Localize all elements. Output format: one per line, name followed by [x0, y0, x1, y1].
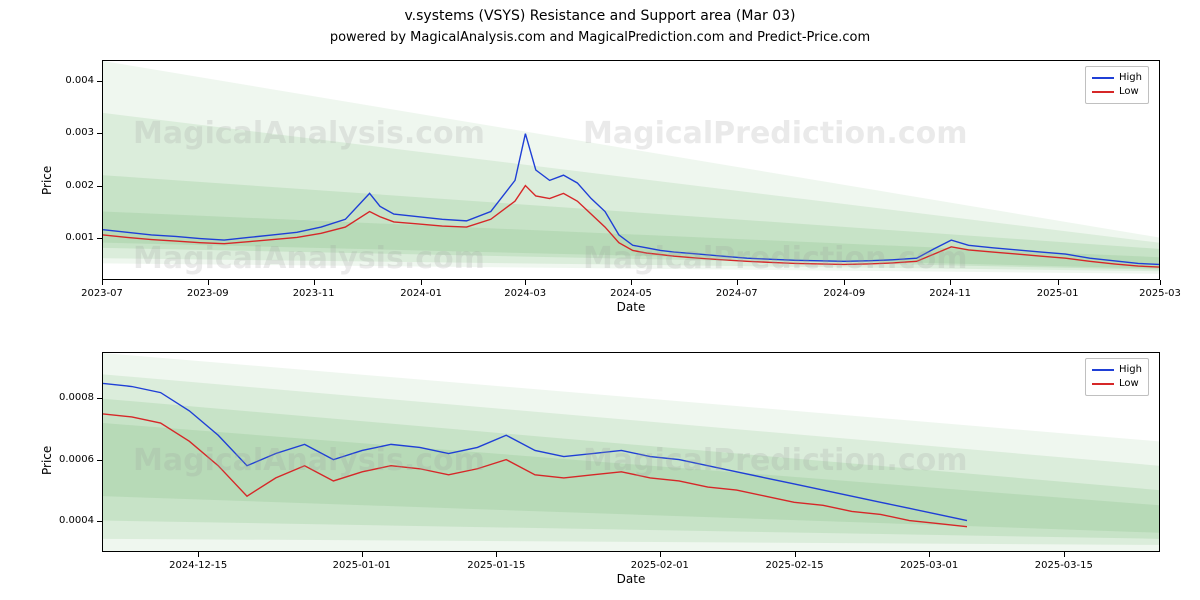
legend-label: High — [1119, 363, 1142, 377]
tick-mark — [198, 552, 199, 557]
x-tick-label: 2023-07 — [67, 288, 137, 299]
tick-mark — [97, 81, 102, 82]
y-tick-label: 0.002 — [65, 180, 94, 191]
tick-mark — [1064, 552, 1065, 557]
x-tick-label: 2025-01-01 — [327, 560, 397, 571]
legend-swatch-high — [1092, 77, 1114, 79]
y-tick-label: 0.003 — [65, 127, 94, 138]
x-tick-label: 2025-03-15 — [1029, 560, 1099, 571]
tick-mark — [97, 460, 102, 461]
y-axis-label-2: Price — [40, 446, 54, 475]
x-tick-label: 2025-03-01 — [894, 560, 964, 571]
chart-title: v.systems (VSYS) Resistance and Support … — [0, 8, 1200, 24]
tick-mark — [631, 280, 632, 285]
chart-subtitle: powered by MagicalAnalysis.com and Magic… — [0, 30, 1200, 45]
x-tick-label: 2023-11 — [279, 288, 349, 299]
y-tick-label: 0.001 — [65, 232, 94, 243]
legend-item: High — [1092, 363, 1142, 377]
y-tick-label: 0.0008 — [59, 392, 94, 403]
tick-mark — [660, 552, 661, 557]
legend: High Low — [1085, 358, 1149, 396]
tick-mark — [737, 280, 738, 285]
x-axis-label-1: Date — [102, 300, 1160, 314]
y-tick-label: 0.0006 — [59, 454, 94, 465]
tick-mark — [795, 552, 796, 557]
x-tick-label: 2024-09 — [809, 288, 879, 299]
tick-mark — [97, 238, 102, 239]
legend-item: Low — [1092, 377, 1142, 391]
tick-mark — [1058, 280, 1059, 285]
x-tick-label: 2025-01 — [1023, 288, 1093, 299]
tick-mark — [362, 552, 363, 557]
legend-swatch-low — [1092, 383, 1114, 385]
legend-label: High — [1119, 71, 1142, 85]
x-tick-label: 2025-03 — [1125, 288, 1195, 299]
x-tick-label: 2025-02-15 — [760, 560, 830, 571]
tick-mark — [208, 280, 209, 285]
figure: v.systems (VSYS) Resistance and Support … — [0, 0, 1200, 600]
legend-swatch-high — [1092, 369, 1114, 371]
x-tick-label: 2024-03 — [490, 288, 560, 299]
x-tick-label: 2024-05 — [596, 288, 666, 299]
tick-mark — [97, 521, 102, 522]
x-tick-label: 2023-09 — [173, 288, 243, 299]
x-tick-label: 2024-07 — [702, 288, 772, 299]
x-tick-label: 2024-01 — [386, 288, 456, 299]
y-axis-label-1: Price — [40, 166, 54, 195]
tick-mark — [950, 280, 951, 285]
legend: High Low — [1085, 66, 1149, 104]
legend-item: Low — [1092, 85, 1142, 99]
tick-mark — [102, 280, 103, 285]
x-axis-label-2: Date — [102, 572, 1160, 586]
y-tick-label: 0.0004 — [59, 515, 94, 526]
x-tick-label: 2024-12-15 — [163, 560, 233, 571]
tick-mark — [97, 186, 102, 187]
tick-mark — [496, 552, 497, 557]
y-tick-label: 0.004 — [65, 75, 94, 86]
x-tick-label: 2024-11 — [915, 288, 985, 299]
tick-mark — [1160, 280, 1161, 285]
x-tick-label: 2025-02-01 — [625, 560, 695, 571]
legend-label: Low — [1119, 377, 1139, 391]
tick-mark — [844, 280, 845, 285]
legend-item: High — [1092, 71, 1142, 85]
tick-mark — [314, 280, 315, 285]
tick-mark — [929, 552, 930, 557]
tick-mark — [97, 398, 102, 399]
x-tick-label: 2025-01-15 — [461, 560, 531, 571]
chart-panel-top: MagicalAnalysis.com MagicalPrediction.co… — [102, 60, 1160, 280]
legend-swatch-low — [1092, 91, 1114, 93]
tick-mark — [421, 280, 422, 285]
legend-label: Low — [1119, 85, 1139, 99]
chart-panel-bottom: MagicalAnalysis.com MagicalPrediction.co… — [102, 352, 1160, 552]
tick-mark — [97, 133, 102, 134]
tick-mark — [525, 280, 526, 285]
